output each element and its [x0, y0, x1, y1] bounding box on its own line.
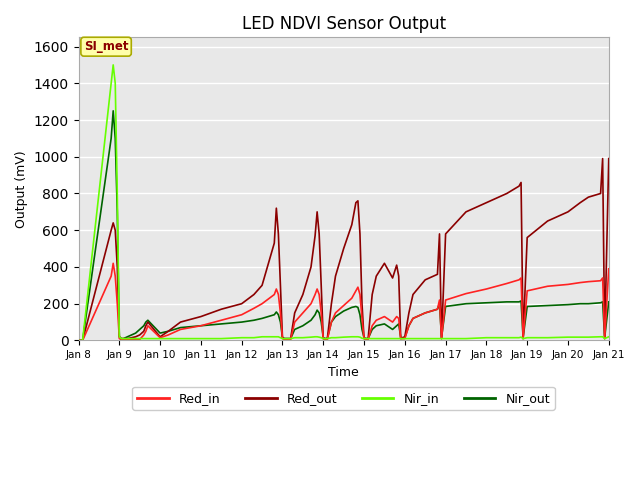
- Red_out: [438, 336, 445, 341]
- Red_in: [442, 297, 449, 303]
- Line: Red_out: Red_out: [79, 158, 609, 340]
- Nir_in: [273, 334, 280, 340]
- Red_in: [109, 261, 117, 266]
- Nir_out: [109, 108, 117, 114]
- Red_out: [319, 336, 327, 341]
- Nir_in: [238, 335, 246, 341]
- Nir_out: [238, 319, 246, 325]
- Nir_in: [436, 336, 444, 341]
- Red_in: [321, 336, 329, 342]
- Nir_in: [321, 336, 329, 341]
- Red_out: [599, 156, 607, 161]
- Red_in: [75, 337, 83, 343]
- Nir_out: [605, 299, 612, 305]
- Nir_out: [273, 309, 280, 315]
- Red_out: [218, 306, 225, 312]
- Red_in: [238, 312, 246, 318]
- Nir_in: [442, 336, 449, 341]
- Nir_in: [605, 334, 612, 340]
- X-axis label: Time: Time: [328, 366, 359, 379]
- Red_in: [436, 297, 444, 303]
- Nir_out: [436, 301, 444, 307]
- Nir_out: [75, 337, 83, 343]
- Nir_in: [109, 62, 117, 68]
- Legend: Red_in, Red_out, Nir_in, Nir_out: Red_in, Red_out, Nir_in, Nir_out: [132, 387, 555, 410]
- Line: Red_in: Red_in: [79, 264, 609, 340]
- Y-axis label: Output (mV): Output (mV): [15, 150, 28, 228]
- Red_in: [271, 292, 278, 298]
- Red_out: [434, 271, 442, 277]
- Red_out: [75, 337, 83, 343]
- Text: SI_met: SI_met: [84, 40, 129, 53]
- Nir_out: [271, 312, 278, 318]
- Red_out: [258, 282, 266, 288]
- Nir_in: [271, 334, 278, 340]
- Nir_out: [321, 336, 329, 341]
- Red_out: [271, 240, 278, 246]
- Line: Nir_in: Nir_in: [79, 65, 609, 340]
- Nir_in: [75, 337, 83, 343]
- Red_out: [605, 156, 612, 161]
- Nir_out: [442, 303, 449, 309]
- Line: Nir_out: Nir_out: [79, 111, 609, 340]
- Red_in: [605, 266, 612, 272]
- Title: LED NDVI Sensor Output: LED NDVI Sensor Output: [241, 15, 445, 33]
- Red_in: [273, 286, 280, 292]
